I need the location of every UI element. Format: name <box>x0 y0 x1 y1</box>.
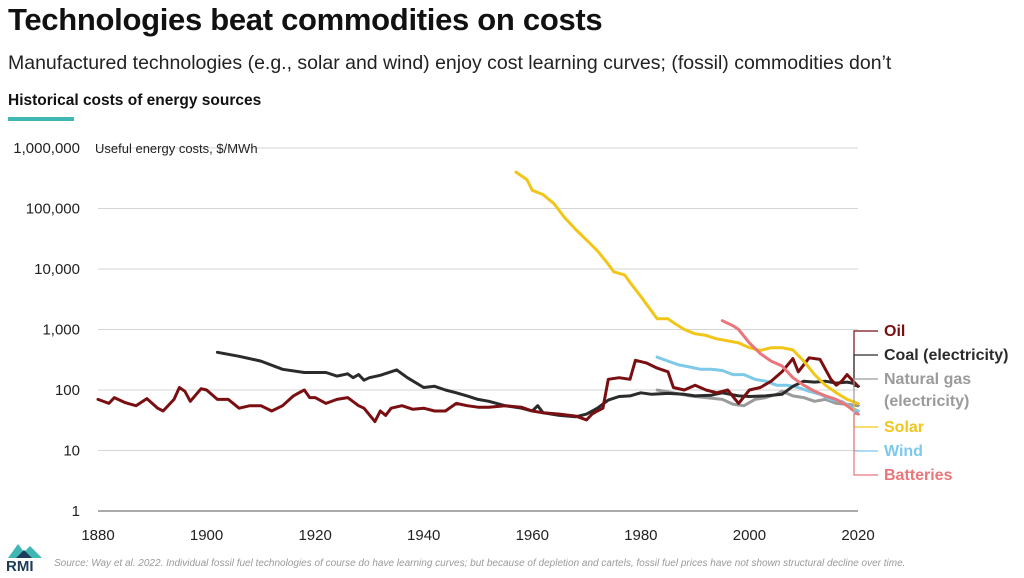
legend-label-oil: Oil <box>884 323 905 340</box>
y-tick-label: 100,000 <box>26 201 80 218</box>
page-title: Technologies beat commodities on costs <box>8 2 603 37</box>
x-tick-label: 2020 <box>841 527 874 544</box>
y-axis-label: Useful energy costs, $/MWh <box>95 141 258 156</box>
x-tick-label: 1900 <box>190 527 223 544</box>
x-tick-label: 1920 <box>298 527 331 544</box>
accent-bar <box>8 117 74 121</box>
legend-label-wind: Wind <box>884 443 923 460</box>
x-tick-label: 1880 <box>81 527 114 544</box>
legend-label-coal: Coal (electricity) <box>884 347 1008 364</box>
y-tick-label: 1 <box>72 503 80 520</box>
series-line-batteries <box>720 319 860 416</box>
chart-axes: 1 10 100 1,000 10,000 100,000 1,000,000 1880 190… <box>13 140 874 544</box>
y-tick-label: 10,000 <box>34 261 80 278</box>
page-subtitle: Manufactured technologies (e.g., solar a… <box>8 52 892 74</box>
legend-label-gas: (electricity) <box>884 393 969 410</box>
x-tick-label: 2000 <box>733 527 766 544</box>
x-tick-label: 1960 <box>516 527 549 544</box>
source-note: Source: Way et al. 2022. Individual foss… <box>54 558 906 569</box>
legend-label-batteries: Batteries <box>884 467 953 484</box>
series-line-oil <box>96 356 860 424</box>
rmi-logo: RMI <box>6 540 46 576</box>
x-tick-label: 1940 <box>407 527 440 544</box>
y-tick-label: 10 <box>63 443 80 460</box>
legend-leader-coal <box>853 354 878 387</box>
legend-leader-gas <box>853 378 878 407</box>
legend-leader-batteries <box>853 413 878 476</box>
logo-text: RMI <box>6 558 34 575</box>
y-tick-label: 100 <box>55 382 80 399</box>
legend-leader-wind <box>853 410 878 452</box>
series-line-wind <box>655 355 860 413</box>
chart-series <box>96 170 860 424</box>
chart-label: Historical costs of energy sources <box>8 92 262 109</box>
y-tick-label: 1,000 <box>42 322 80 339</box>
chart-grid <box>98 147 858 451</box>
legend-leader-oil <box>853 330 878 387</box>
series-line-coal <box>215 350 860 419</box>
series-line-solar <box>514 170 860 405</box>
legend-label-gas: Natural gas <box>884 371 971 388</box>
y-tick-label: 1,000,000 <box>13 140 80 157</box>
logo-mountain-icon <box>8 544 42 558</box>
legend-label-solar: Solar <box>884 419 924 436</box>
chart-legend: Oil Coal (electricity) Natural gas (electri… <box>853 323 1008 484</box>
x-tick-label: 1980 <box>624 527 657 544</box>
